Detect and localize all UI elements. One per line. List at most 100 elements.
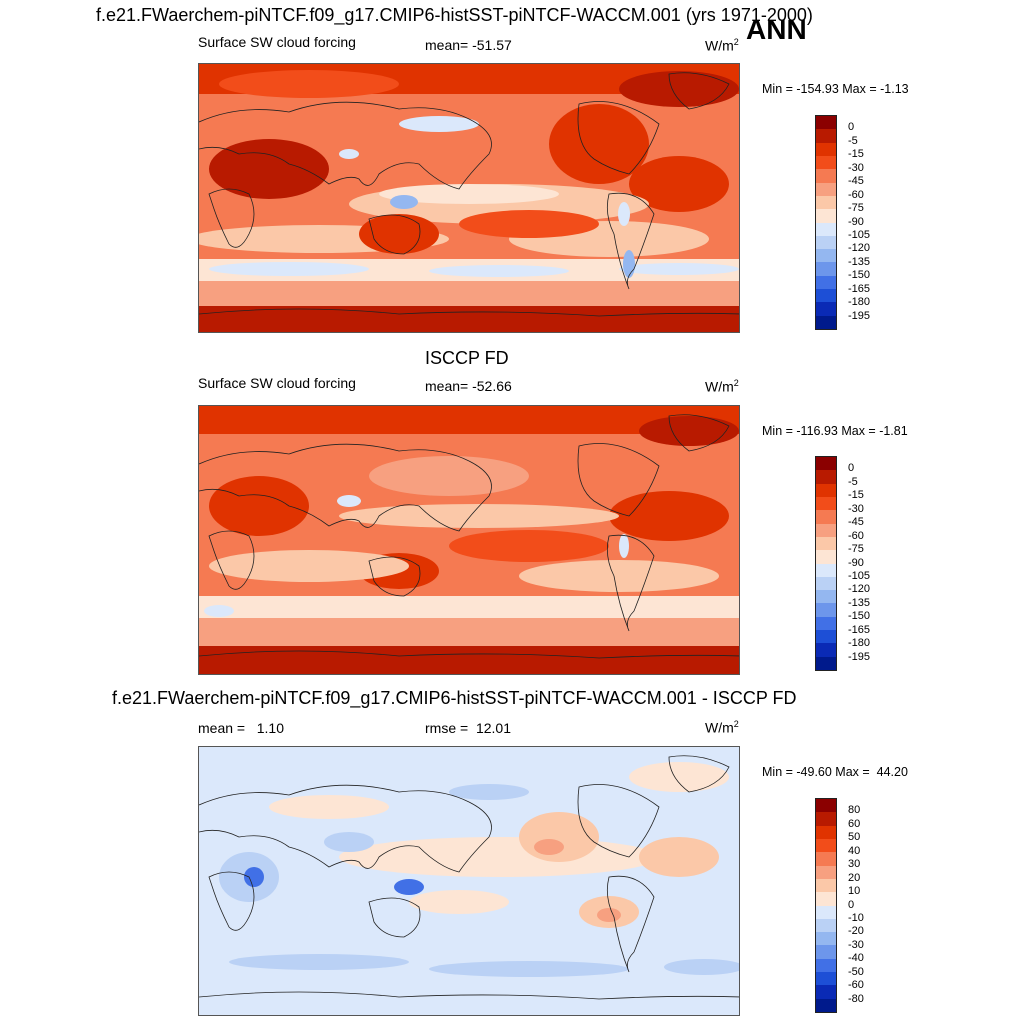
panel1-mean-label: mean= -51.57 <box>425 37 512 53</box>
colorbar-segment <box>816 972 836 986</box>
colorbar-segment <box>816 643 836 657</box>
panel1-left-label: Surface SW cloud forcing <box>198 34 356 50</box>
colorbar-tick-label: -50 <box>848 965 864 978</box>
colorbar-tick-label: 30 <box>848 858 861 871</box>
colorbar-segment <box>816 958 836 973</box>
colorbar-segment <box>816 262 836 276</box>
colorbar-tick-label: -30 <box>848 938 864 951</box>
panel2-map <box>198 405 740 675</box>
colorbar-tick-label: 60 <box>848 817 861 830</box>
colorbar-tick-label: -90 <box>848 215 864 228</box>
colorbar-segment <box>816 249 836 263</box>
panel2-left-label: Surface SW cloud forcing <box>198 375 356 391</box>
colorbar-segment <box>816 195 836 210</box>
colorbar-segment <box>816 852 836 866</box>
colorbar-tick-label: -80 <box>848 992 864 1005</box>
colorbar-segment <box>816 838 836 853</box>
colorbar-segment <box>816 483 836 497</box>
colorbar-segment <box>816 510 836 524</box>
colorbar-tick-label: 50 <box>848 831 861 844</box>
colorbar-segment <box>816 603 836 617</box>
colorbar-tick-label: 0 <box>848 462 855 475</box>
colorbar-segment <box>816 536 836 551</box>
colorbar-tick-label: -150 <box>848 269 871 282</box>
panel2-minmax: Min = -116.93 Max = -1.81 <box>762 424 908 438</box>
colorbar-segment <box>816 209 836 223</box>
colorbar-tick-label: 20 <box>848 871 861 884</box>
colorbar-tick-label: -120 <box>848 242 871 255</box>
colorbar-segment <box>816 550 836 564</box>
colorbar-segment <box>816 918 836 933</box>
colorbar-tick-label: -45 <box>848 516 864 529</box>
colorbar-tick-label: -165 <box>848 623 871 636</box>
colorbar-segment <box>816 825 836 839</box>
figure-title: f.e21.FWaerchem-piNTCF.f09_g17.CMIP6-his… <box>96 5 813 25</box>
colorbar-segment <box>816 275 836 290</box>
colorbar-segment <box>816 799 836 813</box>
colorbar-tick-label: -5 <box>848 134 858 147</box>
panel3-minmax: Min = -49.60 Max = 44.20 <box>762 765 908 779</box>
colorbar-tick-label: 0 <box>848 898 855 911</box>
colorbar-tick-label: -15 <box>848 489 864 502</box>
colorbar-tick-label: -40 <box>848 952 864 965</box>
colorbar-tick-label: -195 <box>848 309 871 322</box>
colorbar-segment <box>816 470 836 484</box>
colorbar-tick-label: -180 <box>848 296 871 309</box>
colorbar-segment <box>816 222 836 236</box>
colorbar-segment <box>816 457 836 471</box>
colorbar-segment <box>816 576 836 591</box>
colorbar-tick-label: -60 <box>848 979 864 992</box>
panel3-map <box>198 746 740 1016</box>
colorbar-tick-label: -165 <box>848 282 871 295</box>
colorbar-segment <box>816 865 836 879</box>
colorbar-segment <box>816 142 836 156</box>
colorbar-segment <box>816 116 836 130</box>
colorbar-tick-label: -195 <box>848 650 871 663</box>
colorbar-tick-label: -45 <box>848 175 864 188</box>
colorbar-tick-label: 10 <box>848 885 861 898</box>
colorbar-segment <box>816 812 836 826</box>
season-label: ANN <box>746 14 807 45</box>
colorbar-segment <box>816 129 836 143</box>
colorbar-segment <box>816 302 836 316</box>
colorbar-segment <box>816 182 836 196</box>
colorbar-segment <box>816 998 836 1012</box>
colorbar-segment <box>816 315 836 329</box>
colorbar-tick-label: -120 <box>848 583 871 596</box>
colorbar-segment <box>816 932 836 946</box>
colorbar-tick-label: -75 <box>848 543 864 556</box>
panel2-unit: W/m2 <box>705 378 739 395</box>
colorbar-tick-label: -10 <box>848 911 864 924</box>
colorbar-segment <box>816 563 836 577</box>
colorbar-tick-label: -150 <box>848 610 871 623</box>
colorbar-tick-label: -180 <box>848 637 871 650</box>
colorbar-tick-label: -60 <box>848 188 864 201</box>
panel3-mean-label: mean = 1.10 <box>198 720 285 736</box>
colorbar-segment <box>816 905 836 919</box>
colorbar-tick-label: -30 <box>848 161 864 174</box>
colorbar-segment <box>816 590 836 604</box>
colorbar-segment <box>816 169 836 183</box>
colorbar-tick-label: 0 <box>848 121 855 134</box>
colorbar-tick-label: -90 <box>848 556 864 569</box>
panel1-colorbar <box>815 115 837 330</box>
colorbar-tick-label: -60 <box>848 529 864 542</box>
colorbar-tick-label: 40 <box>848 844 861 857</box>
colorbar-segment <box>816 523 836 537</box>
colorbar-segment <box>816 496 836 511</box>
colorbar-tick-label: -135 <box>848 596 871 609</box>
colorbar-segment <box>816 892 836 906</box>
panel3-colorbar <box>815 798 837 1013</box>
colorbar-segment <box>816 630 836 644</box>
panel3-rmse-label: rmse = 12.01 <box>425 720 511 736</box>
colorbar-segment <box>816 945 836 959</box>
panel2-heading: ISCCP FD <box>425 348 509 368</box>
colorbar-tick-label: -75 <box>848 202 864 215</box>
colorbar-tick-label: -135 <box>848 255 871 268</box>
colorbar-tick-label: -105 <box>848 228 871 241</box>
colorbar-tick-label: -5 <box>848 475 858 488</box>
colorbar-segment <box>816 616 836 631</box>
panel2-mean-label: mean= -52.66 <box>425 378 512 394</box>
panel1-map <box>198 63 740 333</box>
colorbar-segment <box>816 289 836 303</box>
